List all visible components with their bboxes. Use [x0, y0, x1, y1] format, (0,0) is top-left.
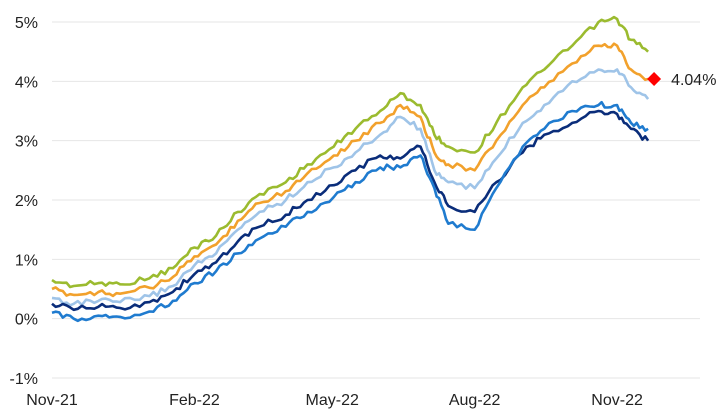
series-lines [51, 15, 650, 323]
y-tick-label: 0% [15, 312, 38, 329]
x-tick-label: Nov-22 [591, 392, 643, 409]
x-tick-label: Aug-22 [449, 392, 501, 409]
y-axis-ticks: -1% 0% 1% 2% 3% 4% 5% [10, 15, 38, 388]
x-tick-label: May-22 [306, 392, 359, 409]
y-tick-label: 2% [15, 193, 38, 210]
annotation-marker [647, 71, 662, 86]
grid [52, 21, 700, 379]
y-tick-label: 4% [15, 74, 38, 91]
y-tick-label: 1% [15, 252, 38, 269]
annotation: 4.04% [647, 71, 716, 89]
y-tick-label: 5% [15, 15, 38, 32]
y-tick-label: -1% [10, 371, 38, 388]
x-tick-label: Nov-21 [26, 392, 78, 409]
x-tick-label: Feb-22 [169, 392, 220, 409]
series-line [51, 109, 650, 312]
y-tick-label: 3% [15, 134, 38, 151]
annotation-label: 4.04% [671, 72, 716, 89]
series-line [51, 42, 649, 298]
series-line [51, 100, 649, 323]
x-axis-ticks: Nov-21 Feb-22 May-22 Aug-22 Nov-22 [26, 392, 643, 409]
series-line [51, 68, 650, 307]
series-line [51, 15, 650, 289]
